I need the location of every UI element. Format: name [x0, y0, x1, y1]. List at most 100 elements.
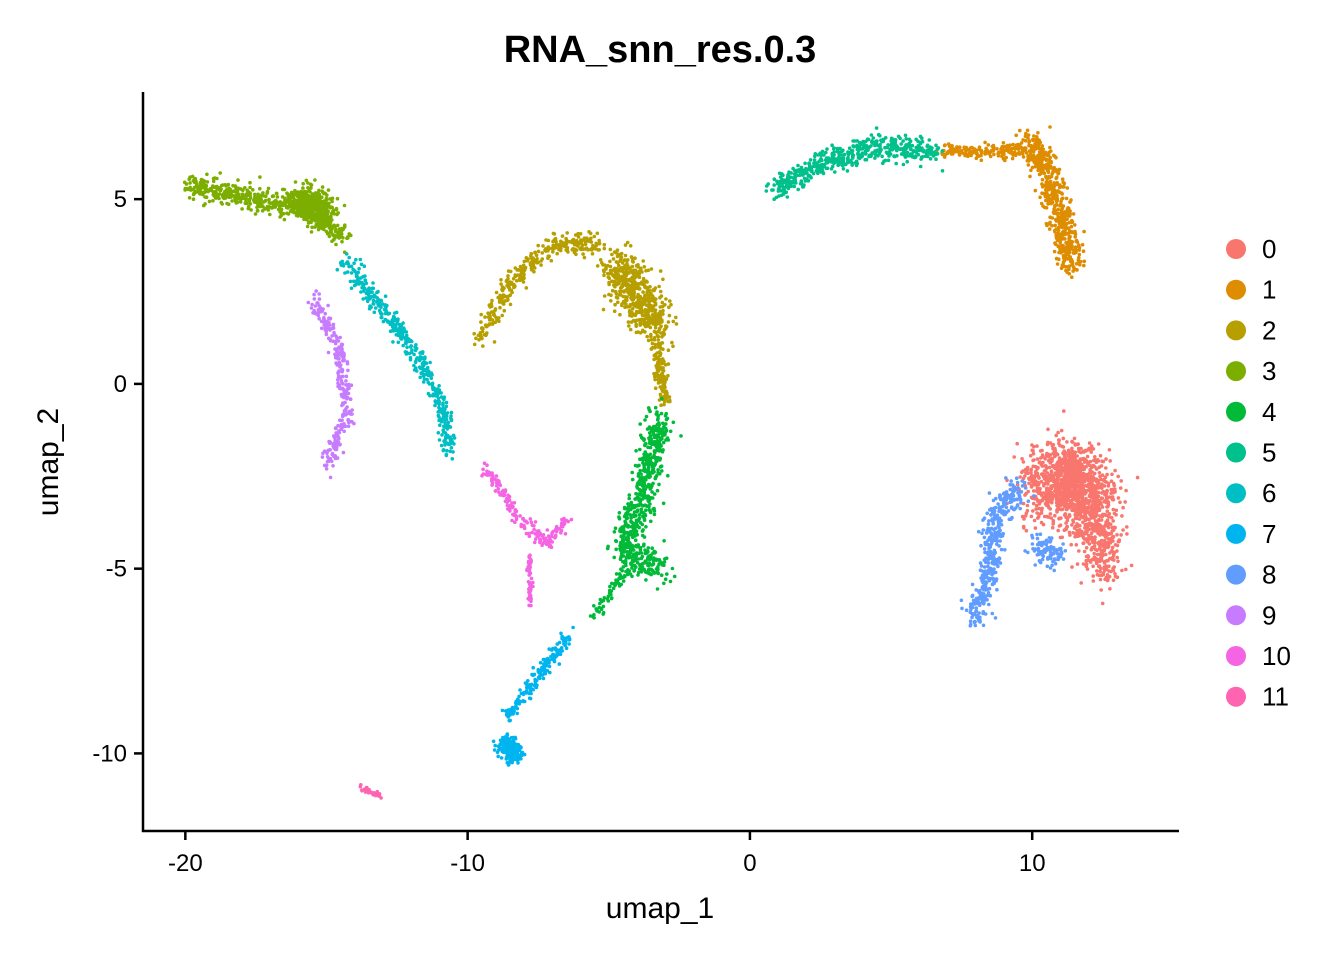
point-cluster-3 — [201, 191, 205, 196]
point-cluster-0 — [1075, 522, 1079, 526]
point-cluster-0 — [1046, 427, 1050, 432]
point-cluster-3 — [279, 213, 284, 218]
point-cluster-3 — [226, 202, 231, 206]
point-cluster-0 — [1089, 450, 1093, 454]
point-cluster-0 — [1099, 502, 1103, 507]
point-cluster-3 — [275, 195, 280, 199]
point-cluster-4 — [634, 545, 639, 549]
point-cluster-2 — [498, 305, 502, 310]
point-cluster-1 — [1031, 153, 1036, 158]
point-cluster-2 — [600, 261, 604, 265]
point-cluster-4 — [640, 436, 645, 441]
point-cluster-1 — [1068, 209, 1072, 213]
point-cluster-0 — [1106, 500, 1111, 505]
point-cluster-0 — [1107, 495, 1112, 499]
point-cluster-4 — [628, 555, 632, 559]
point-cluster-3 — [288, 193, 293, 197]
point-cluster-0 — [1078, 457, 1083, 462]
point-cluster-0 — [1032, 518, 1037, 523]
point-cluster-4 — [632, 552, 636, 556]
point-cluster-2 — [501, 302, 506, 306]
point-cluster-1 — [1019, 145, 1023, 150]
point-cluster-3 — [233, 196, 237, 201]
point-cluster-0 — [1018, 475, 1022, 479]
point-cluster-3 — [258, 175, 262, 179]
point-cluster-0 — [1094, 497, 1099, 502]
point-cluster-2 — [602, 246, 607, 251]
point-cluster-2 — [667, 305, 671, 310]
point-cluster-0 — [1111, 553, 1116, 557]
point-cluster-2 — [630, 297, 634, 301]
point-cluster-2 — [666, 362, 671, 366]
point-cluster-0 — [1100, 496, 1105, 501]
point-cluster-1 — [1049, 174, 1054, 179]
point-cluster-0 — [1058, 497, 1063, 501]
point-cluster-0 — [1098, 453, 1103, 458]
point-cluster-3 — [232, 189, 236, 193]
point-cluster-3 — [226, 189, 230, 193]
point-cluster-2 — [659, 324, 663, 329]
point-cluster-0 — [1084, 464, 1088, 469]
point-cluster-4 — [637, 513, 642, 517]
point-cluster-3 — [321, 201, 325, 206]
point-cluster-2 — [574, 238, 579, 243]
point-cluster-1 — [1075, 240, 1080, 244]
point-cluster-0 — [1098, 485, 1103, 489]
point-cluster-4 — [647, 425, 652, 429]
point-cluster-0 — [1081, 541, 1085, 546]
point-cluster-0 — [1099, 588, 1103, 592]
point-cluster-4 — [629, 500, 634, 505]
point-cluster-0 — [1043, 457, 1047, 461]
point-cluster-3 — [340, 239, 344, 244]
point-cluster-4 — [656, 416, 660, 421]
point-cluster-1 — [1033, 158, 1038, 162]
point-cluster-2 — [653, 352, 658, 357]
point-cluster-1 — [1074, 250, 1078, 255]
point-cluster-0 — [1094, 479, 1099, 484]
point-cluster-0 — [1031, 464, 1036, 469]
point-cluster-4 — [614, 547, 618, 552]
point-cluster-0 — [1091, 464, 1095, 468]
point-cluster-0 — [1115, 555, 1119, 560]
point-cluster-0 — [1106, 513, 1111, 518]
point-cluster-3 — [316, 227, 321, 232]
point-cluster-4 — [668, 579, 673, 584]
point-cluster-3 — [313, 205, 318, 210]
point-cluster-2 — [666, 348, 671, 353]
point-cluster-1 — [1021, 155, 1026, 159]
point-cluster-0 — [1029, 471, 1033, 475]
point-cluster-0 — [1044, 466, 1049, 471]
point-cluster-2 — [595, 231, 600, 236]
point-cluster-1 — [977, 145, 982, 149]
series-cluster-0 — [1005, 409, 1140, 606]
point-cluster-2 — [660, 361, 665, 366]
point-cluster-1 — [958, 145, 962, 149]
point-cluster-2 — [653, 286, 658, 290]
point-cluster-4 — [624, 545, 628, 549]
point-cluster-2 — [658, 269, 663, 273]
point-cluster-4 — [660, 469, 664, 473]
point-cluster-3 — [198, 187, 202, 191]
point-cluster-0 — [1106, 484, 1111, 488]
point-cluster-2 — [647, 300, 652, 304]
point-cluster-4 — [613, 526, 618, 530]
point-cluster-4 — [664, 417, 669, 422]
point-cluster-0 — [1108, 459, 1112, 463]
point-cluster-0 — [1086, 505, 1091, 509]
point-cluster-1 — [1020, 152, 1025, 156]
point-cluster-1 — [1073, 223, 1077, 227]
point-cluster-4 — [643, 418, 647, 422]
point-cluster-2 — [663, 393, 667, 398]
point-cluster-0 — [1095, 560, 1099, 565]
point-cluster-0 — [1050, 525, 1055, 530]
point-cluster-1 — [1064, 256, 1069, 260]
point-cluster-0 — [1087, 441, 1092, 445]
point-cluster-0 — [1031, 449, 1035, 453]
point-cluster-2 — [520, 269, 525, 274]
point-cluster-2 — [656, 355, 660, 359]
point-cluster-1 — [965, 152, 969, 157]
point-cluster-1 — [1056, 244, 1060, 249]
point-cluster-4 — [638, 563, 642, 568]
point-cluster-2 — [472, 331, 477, 336]
